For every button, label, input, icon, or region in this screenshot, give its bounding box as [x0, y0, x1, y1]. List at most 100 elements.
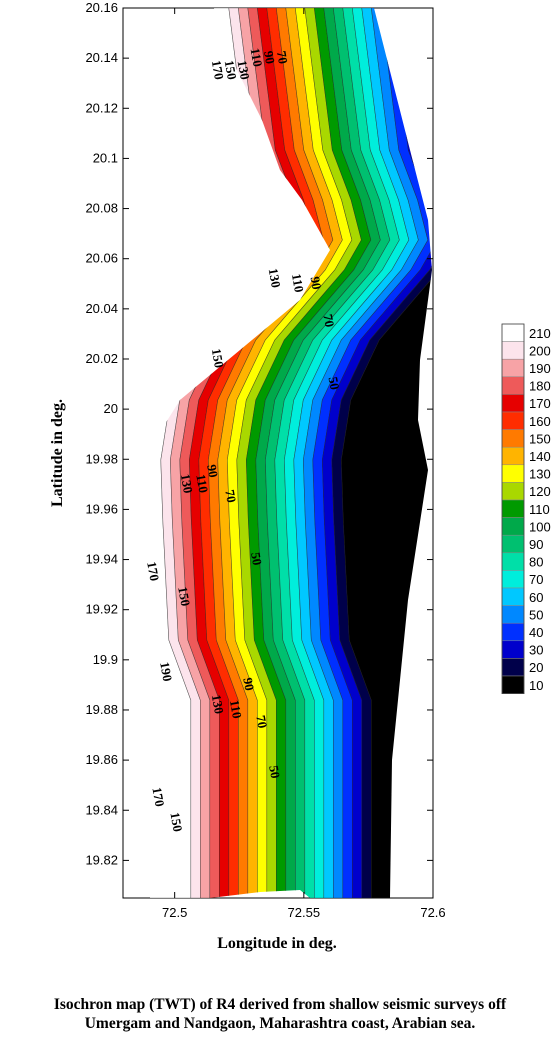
contour-label: 110: [248, 47, 266, 68]
y-tick-label: 19.92: [85, 602, 118, 617]
contour-label: 70: [222, 488, 239, 503]
colorbar-swatch: [501, 587, 525, 606]
colorbar-label: 40: [529, 625, 543, 640]
contour-label: 90: [308, 275, 325, 290]
colorbar-label: 130: [529, 467, 551, 482]
colorbar-swatch: [501, 429, 525, 448]
y-tick-label: 20: [104, 401, 118, 416]
contour-label: 110: [193, 473, 211, 494]
contour-label: 150: [167, 811, 185, 833]
y-axis: 19.82 19.84 19.86 19.88 19.9 19.92 19.94 19.96 1…: [85, 0, 433, 867]
colorbar-label: 140: [529, 449, 551, 464]
colorbar-swatch: [501, 534, 525, 554]
colorbar-label: 120: [529, 484, 551, 499]
y-tick-label: 20.12: [85, 100, 118, 115]
colorbar-label: 190: [529, 361, 551, 376]
colorbar-label: 210: [529, 326, 551, 341]
contour-label: 90: [240, 676, 257, 691]
y-tick-label: 19.84: [85, 802, 118, 817]
contour-label: 170: [144, 560, 162, 582]
contour-label: 50: [326, 376, 343, 391]
x-axis-title: Longitude in deg.: [217, 935, 337, 952]
colorbar-swatch: [501, 411, 525, 430]
y-tick-label: 19.9: [93, 652, 118, 667]
contour-label: 90: [261, 50, 278, 65]
colorbar-swatch: [501, 622, 525, 642]
colorbar-swatch: [501, 605, 525, 624]
colorbar-swatch: [501, 376, 525, 395]
colorbar-label: 110: [529, 502, 550, 517]
colorbar-label: 170: [529, 396, 551, 411]
y-tick-label: 19.86: [85, 752, 118, 767]
contour-band: [331, 8, 432, 898]
contour-label: 130: [235, 59, 253, 81]
y-tick-label: 20.04: [85, 301, 118, 316]
contour-label: 150: [209, 347, 227, 369]
colorbar-label: 50: [529, 607, 543, 622]
colorbar-label: 20: [529, 660, 543, 675]
y-tick-label: 20.16: [85, 0, 118, 15]
contour-label: 50: [248, 551, 265, 566]
contour-band: [321, 8, 432, 898]
y-tick-label: 20.1: [93, 150, 118, 165]
colorbar-swatch: [501, 658, 525, 677]
colorbar-frame: [501, 323, 525, 695]
contour-label: 130: [266, 267, 284, 289]
y-tick-label: 20.06: [85, 251, 118, 266]
colorbar-label: 60: [529, 590, 543, 605]
colorbar-swatch: [501, 570, 525, 589]
y-tick-label: 20.08: [85, 201, 118, 216]
colorbar-legend: 210 200 190 180 170 160 150 140 130 120 110 100 90 80…: [501, 323, 551, 695]
colorbar-label: 150: [529, 431, 551, 446]
contour-label: 50: [266, 764, 283, 779]
y-axis-title: Latitude in deg.: [49, 399, 66, 507]
colorbar-label: 200: [529, 343, 551, 358]
colorbar-label: 100: [529, 519, 551, 534]
y-tick-label: 20.02: [85, 351, 118, 366]
colorbar-label: 160: [529, 414, 551, 429]
colorbar-swatch: [501, 358, 525, 378]
y-tick-label: 19.88: [85, 702, 118, 717]
contour-label: 130: [178, 473, 196, 495]
contour-label: 70: [253, 714, 270, 729]
contour-label: 130: [209, 693, 227, 715]
contour-band: [340, 8, 432, 898]
y-tick-label: 19.82: [85, 852, 118, 867]
colorbar-swatch: [501, 552, 525, 571]
colorbar-label: 70: [529, 572, 543, 587]
y-tick-label: 19.94: [85, 552, 118, 567]
colorbar-swatch: [501, 446, 525, 466]
contour-label: 30: [346, 438, 363, 453]
colorbar-swatch: [501, 482, 525, 501]
colorbar-swatch: [501, 341, 525, 360]
x-tick-label: 72.6: [420, 905, 445, 920]
x-tick-label: 72.5: [162, 905, 187, 920]
colorbar-label: 180: [529, 379, 551, 394]
y-tick-label: 19.98: [85, 451, 118, 466]
colorbar-swatch: [501, 517, 525, 536]
x-tick-label: 72.55: [288, 905, 321, 920]
colorbar-label: 10: [529, 678, 543, 693]
colorbar-label: 90: [529, 537, 543, 552]
contour-label: 110: [289, 272, 307, 293]
contour-label: 110: [227, 699, 245, 720]
figure-caption-line-1: Isochron map (TWT) of R4 derived from sh…: [53, 996, 507, 1013]
x-axis: 72.5 72.55 72.6: [162, 8, 446, 920]
colorbar-swatch: [501, 640, 525, 659]
figure-caption-line-2: Umergam and Nandgaon, Maharashtra coast,…: [84, 1015, 476, 1032]
contour-label: 70: [320, 313, 337, 328]
y-tick-label: 19.96: [85, 501, 118, 516]
y-tick-label: 20.14: [85, 50, 118, 65]
colorbar-swatch: [501, 394, 525, 413]
colorbar-label: 30: [529, 643, 543, 658]
colorbar-swatch: [501, 499, 525, 518]
contour-label: 150: [175, 585, 193, 607]
colorbar-swatch: [501, 323, 525, 342]
colorbar-swatch: [501, 464, 525, 483]
contour-label: 190: [157, 661, 175, 683]
contour-label: 170: [149, 786, 167, 808]
contour-label: 170: [209, 59, 227, 81]
